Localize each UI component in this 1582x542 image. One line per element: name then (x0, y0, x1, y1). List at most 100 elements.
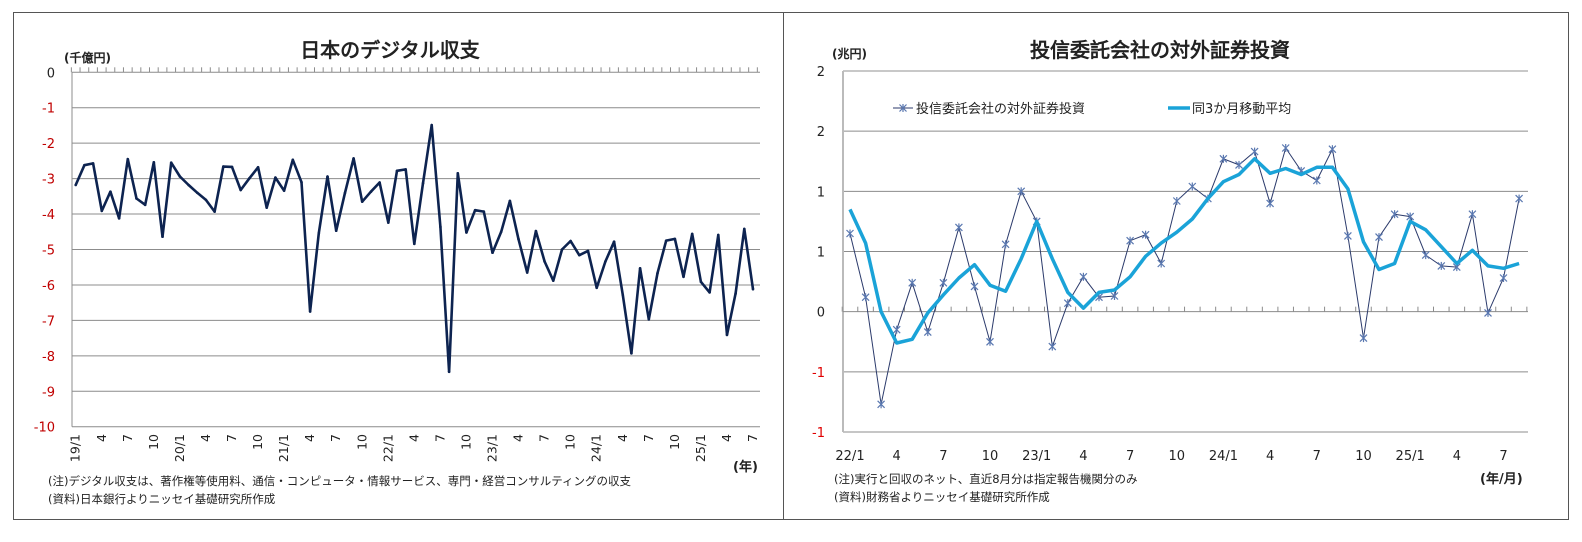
x-tick-label: 7 (745, 434, 760, 442)
asterisk-marker-icon (1390, 210, 1399, 219)
asterisk-marker-icon (1063, 299, 1072, 308)
legend-ma-label: 同3か月移動平均 (1192, 102, 1291, 117)
asterisk-marker-icon (1250, 147, 1259, 156)
data-point (551, 279, 555, 282)
x-tick-label: 24/1 (589, 434, 604, 462)
legend-asterisk-marker-icon (899, 104, 907, 112)
asterisk-marker-icon (1359, 334, 1368, 343)
data-point (491, 251, 494, 254)
y-tick-label: 1 (817, 246, 825, 261)
data-point (525, 271, 529, 274)
data-point (465, 231, 468, 234)
series-line-investment (849, 146, 1520, 405)
data-point (456, 172, 460, 175)
data-point (74, 183, 77, 187)
x-tick-label: 10 (458, 434, 473, 450)
data-point (317, 231, 321, 235)
data-point (256, 165, 260, 169)
x-tick-label: 10 (1168, 449, 1185, 464)
x-tick-label: 10 (667, 434, 682, 450)
right-x-unit: (年/月) (1480, 471, 1523, 487)
x-tick-label: 24/1 (1209, 449, 1238, 464)
asterisk-marker-icon (1079, 272, 1088, 281)
left-y-unit: (千億円) (64, 50, 111, 65)
x-tick-label: 21/1 (276, 434, 291, 462)
asterisk-marker-icon (986, 337, 994, 346)
x-tick-label: 7 (224, 434, 239, 442)
data-point (690, 232, 694, 236)
asterisk-marker-icon (908, 278, 917, 287)
right-y-unit: (兆円) (832, 46, 867, 61)
data-point (638, 266, 642, 270)
data-point (595, 286, 598, 290)
asterisk-marker-icon (939, 278, 948, 287)
data-point (439, 225, 442, 229)
asterisk-marker-icon (1343, 231, 1352, 240)
x-tick-label: 10 (1355, 449, 1372, 464)
y-tick-label: -1 (812, 366, 825, 381)
data-point (343, 191, 347, 195)
data-point (621, 293, 625, 297)
data-point (751, 287, 755, 291)
asterisk-marker-icon (1406, 212, 1415, 221)
y-tick-label: 2 (817, 65, 825, 80)
data-point (517, 237, 520, 241)
asterisk-marker-icon (1048, 342, 1057, 351)
asterisk-marker-icon (1281, 144, 1290, 152)
data-point (647, 318, 651, 321)
series-line-digital-balance (74, 123, 755, 374)
outer-frame (13, 12, 1569, 520)
data-point (282, 189, 286, 192)
data-point (169, 161, 173, 164)
y-tick-label: -7 (42, 314, 55, 329)
x-tick-label: 4 (893, 449, 901, 464)
data-point (656, 271, 659, 275)
asterisk-marker-icon (877, 400, 886, 409)
data-point (604, 260, 607, 263)
x-tick-label: 7 (432, 434, 447, 442)
y-tick-label: -10 (34, 421, 55, 436)
x-tick-label: 7 (1126, 449, 1134, 464)
data-point (743, 227, 746, 231)
x-tick-label: 22/1 (380, 434, 395, 462)
data-point (83, 163, 86, 167)
data-point (326, 175, 329, 178)
data-point (126, 157, 130, 161)
x-tick-label: 23/1 (485, 434, 500, 462)
asterisk-marker-icon (1437, 261, 1446, 270)
x-tick-label: 4 (406, 434, 421, 442)
x-tick-label: 10 (354, 434, 369, 450)
asterisk-marker-icon (846, 229, 854, 238)
data-point (248, 176, 251, 180)
data-point (222, 165, 225, 168)
data-point (369, 190, 373, 194)
y-tick-label: 1 (817, 185, 825, 200)
asterisk-marker-icon (1219, 154, 1228, 163)
asterisk-marker-icon (1468, 210, 1477, 219)
x-tick-label: 20/1 (172, 434, 187, 462)
x-tick-label: 4 (615, 434, 630, 442)
data-point (482, 210, 486, 213)
y-tick-label: -1 (42, 102, 55, 117)
x-tick-label: 7 (328, 434, 343, 442)
y-tick-label: 0 (47, 66, 55, 81)
data-point (300, 180, 303, 184)
data-point (274, 176, 277, 179)
data-point (430, 123, 434, 127)
x-tick-label: 4 (302, 434, 317, 442)
left-note: (注)デジタル収支は、著作権等使用料、通信・コンピュータ・情報サービス、専門・経… (48, 474, 632, 488)
asterisk-marker-icon (861, 293, 870, 302)
data-point (699, 280, 703, 284)
data-point (352, 157, 355, 160)
x-tick-label: 4 (94, 434, 109, 442)
y-tick-label: -3 (42, 173, 55, 188)
x-tick-label: 7 (1499, 449, 1507, 464)
data-point (395, 169, 399, 173)
x-tick-label: 10 (250, 434, 265, 450)
data-point (360, 200, 364, 203)
data-point (161, 235, 164, 239)
x-tick-label: 4 (198, 434, 213, 442)
asterisk-marker-icon (1312, 176, 1321, 185)
